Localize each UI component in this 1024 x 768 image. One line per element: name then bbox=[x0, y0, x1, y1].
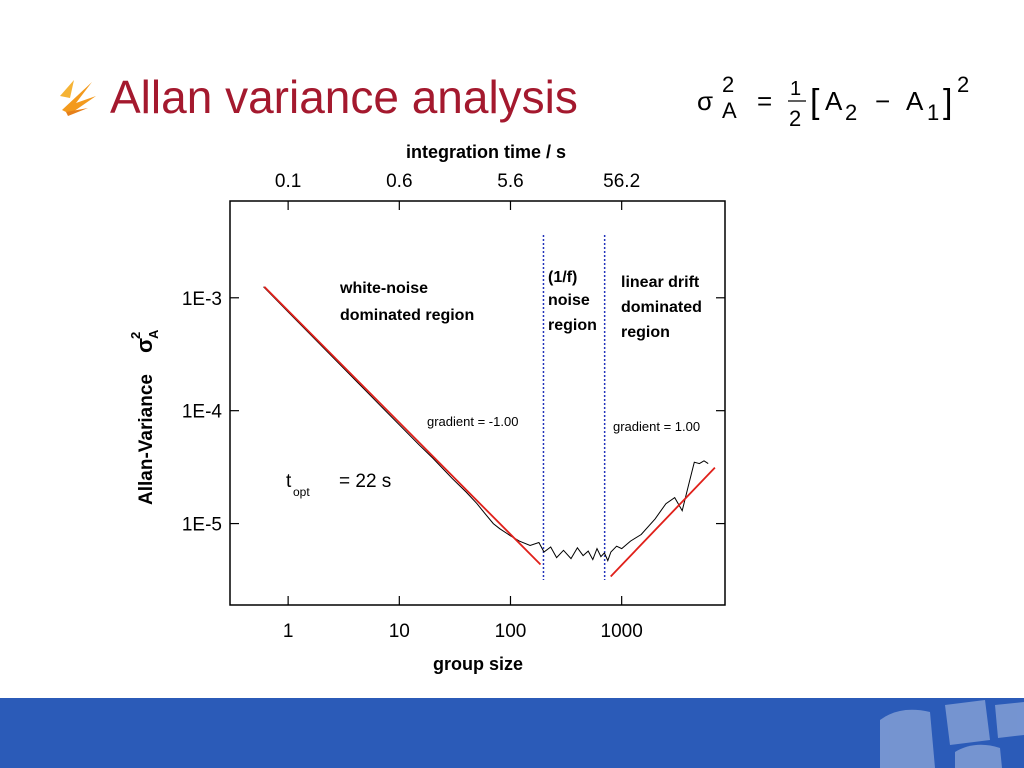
annotation: = 22 s bbox=[339, 471, 391, 492]
annotation: white-noise bbox=[339, 280, 428, 297]
formula-part: 2 bbox=[957, 72, 969, 97]
formula-part: σ bbox=[697, 86, 713, 116]
y-label-symbol: σ bbox=[132, 338, 157, 353]
annotation: t bbox=[286, 471, 292, 492]
annotation: region bbox=[621, 324, 670, 341]
y-label-sub: A bbox=[146, 329, 161, 339]
annotation: dominated region bbox=[340, 307, 474, 324]
y-tick-label: 1E-4 bbox=[182, 402, 223, 423]
y-axis-label: Allan-Variance σ A 2 bbox=[128, 329, 161, 505]
slide-title: Allan variance analysis bbox=[110, 71, 578, 123]
annotation: noise bbox=[548, 292, 590, 309]
annotation: dominated bbox=[621, 299, 702, 316]
formula-part: 2 bbox=[845, 100, 857, 125]
annotation: gradient = -1.00 bbox=[427, 414, 518, 429]
formula: σ 2 A = 1 2 [ A 2 − A 1 ] 2 bbox=[697, 72, 969, 131]
annotation: (1/f) bbox=[548, 269, 577, 286]
formula-part: A bbox=[722, 98, 737, 123]
plot-frame bbox=[229, 200, 726, 606]
y-label-text: Allan-Variance bbox=[136, 374, 157, 505]
formula-part: ] bbox=[943, 83, 952, 121]
x2-tick-label: 56.2 bbox=[603, 171, 640, 192]
data-line bbox=[263, 286, 709, 562]
formula-part: 2 bbox=[722, 72, 734, 97]
x-axis-label: group size bbox=[433, 654, 523, 674]
footer bbox=[0, 698, 1024, 768]
formula-part: 1 bbox=[790, 78, 801, 100]
formula-part: A bbox=[825, 86, 843, 116]
x-tick-label: 1000 bbox=[601, 621, 643, 642]
chart: integration time / s group size Allan-Va… bbox=[128, 142, 726, 674]
annotations: white-noise dominated region (1/f) noise… bbox=[286, 269, 702, 499]
formula-part: [ bbox=[810, 83, 820, 121]
formula-part: 2 bbox=[789, 106, 801, 131]
title-icon bbox=[60, 80, 96, 116]
x-tick-label: 10 bbox=[389, 621, 410, 642]
fit-line bbox=[610, 466, 716, 578]
y-tick-label: 1E-5 bbox=[182, 515, 222, 536]
x-tick-label: 1 bbox=[283, 621, 294, 642]
annotation: opt bbox=[293, 485, 310, 499]
x2-tick-label: 0.1 bbox=[275, 171, 301, 192]
y-label-sup: 2 bbox=[128, 332, 143, 339]
x2-tick-label: 5.6 bbox=[497, 171, 523, 192]
x-tick-label: 100 bbox=[495, 621, 527, 642]
y-tick-label: 1E-3 bbox=[182, 289, 222, 310]
formula-part: = bbox=[757, 86, 772, 116]
annotation: gradient = 1.00 bbox=[613, 419, 700, 434]
x2-tick-label: 0.6 bbox=[386, 171, 412, 192]
fit-line bbox=[263, 286, 542, 566]
formula-part: 1 bbox=[927, 100, 939, 125]
x2-axis-label: integration time / s bbox=[406, 142, 566, 162]
annotation: region bbox=[548, 317, 597, 334]
formula-part: − bbox=[875, 86, 890, 116]
formula-part: A bbox=[906, 86, 924, 116]
annotation: linear drift bbox=[621, 274, 700, 291]
